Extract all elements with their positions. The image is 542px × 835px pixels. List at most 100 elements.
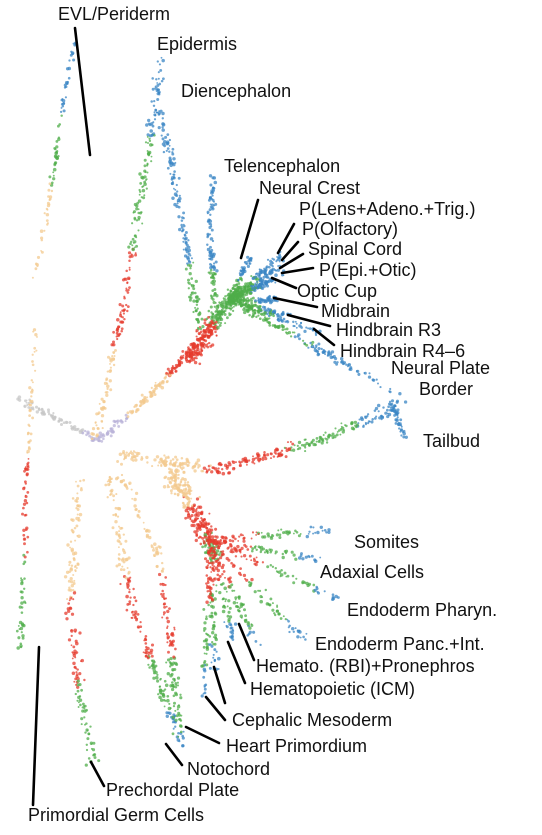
- cell-point: [226, 605, 229, 608]
- cell-point: [175, 714, 179, 718]
- cell-point: [161, 58, 165, 63]
- cell-point: [323, 590, 326, 593]
- cell-point: [77, 701, 80, 704]
- cell-point: [316, 530, 320, 535]
- cell-point: [267, 307, 270, 311]
- cell-point: [395, 418, 399, 423]
- cell-point: [218, 301, 221, 304]
- cell-point: [316, 353, 320, 357]
- cell-point: [266, 258, 270, 261]
- cell-point: [109, 388, 113, 392]
- cell-point: [126, 581, 130, 586]
- leader-midbrain: [272, 296, 319, 309]
- cell-point: [190, 257, 193, 260]
- cell-point: [271, 565, 275, 568]
- cell-point: [209, 539, 213, 543]
- cell-point: [252, 314, 255, 318]
- cell-point: [237, 279, 240, 282]
- cell-point: [181, 484, 185, 487]
- cell-point: [210, 571, 213, 573]
- cell-point: [65, 570, 70, 574]
- cell-point: [164, 597, 168, 600]
- cell-point: [255, 548, 258, 552]
- cell-point: [250, 537, 253, 540]
- cell-point: [286, 441, 290, 444]
- cell-point: [203, 661, 206, 665]
- cell-point: [64, 611, 68, 616]
- cell-point: [214, 612, 218, 616]
- cell-point: [73, 579, 76, 582]
- cell-point: [189, 293, 193, 297]
- cell-point: [98, 431, 103, 435]
- leader-hindbrain-r3: [286, 313, 332, 328]
- cell-point: [223, 621, 226, 624]
- cell-point: [169, 369, 174, 374]
- cell-point: [208, 250, 212, 255]
- cell-point: [306, 583, 310, 588]
- cell-point: [192, 310, 195, 314]
- cell-point: [234, 291, 237, 294]
- cell-point: [118, 303, 122, 307]
- cell-point: [215, 269, 219, 273]
- cell-point: [251, 457, 256, 462]
- cell-point: [264, 318, 268, 322]
- cell-point: [246, 291, 249, 295]
- cell-point: [124, 420, 127, 423]
- cell-point: [401, 430, 405, 434]
- cell-point: [402, 435, 406, 439]
- cell-point: [124, 539, 128, 543]
- cell-point: [300, 326, 303, 329]
- cell-point: [184, 267, 188, 271]
- cell-point: [28, 424, 31, 428]
- cell-point: [120, 473, 124, 477]
- cell-point: [227, 610, 231, 614]
- cell-point: [132, 587, 135, 591]
- cell-point: [34, 267, 38, 271]
- cell-point: [24, 399, 27, 402]
- cell-point: [95, 433, 99, 437]
- cell-point: [178, 196, 182, 201]
- cell-point: [122, 533, 125, 536]
- cell-point: [116, 539, 120, 543]
- cell-point: [321, 439, 325, 443]
- cell-point: [181, 477, 185, 481]
- cell-point: [177, 215, 181, 219]
- cell-point: [220, 313, 224, 316]
- cell-point: [325, 531, 328, 534]
- cell-point: [394, 411, 398, 415]
- cell-point: [187, 245, 191, 249]
- cell-point: [72, 653, 76, 658]
- leader-endoderm-panc: [237, 622, 256, 662]
- cell-point: [162, 485, 167, 489]
- cell-point: [36, 265, 39, 268]
- cell-point: [213, 543, 215, 546]
- cell-point: [290, 449, 293, 452]
- cell-point: [209, 577, 213, 582]
- cell-point: [251, 460, 255, 464]
- cell-point: [198, 350, 201, 353]
- cell-point: [74, 499, 78, 503]
- cell-point: [243, 608, 246, 612]
- cell-point: [108, 369, 112, 374]
- cell-point: [154, 670, 158, 675]
- cell-point: [309, 525, 313, 529]
- cell-point: [304, 555, 308, 559]
- cell-point: [217, 321, 220, 324]
- cell-point: [200, 349, 204, 352]
- cell-point: [180, 714, 183, 717]
- cell-point: [85, 748, 89, 752]
- cell-point: [22, 502, 27, 506]
- cell-point: [276, 605, 279, 608]
- cell-point: [109, 434, 113, 438]
- cell-point: [324, 353, 327, 356]
- cell-point: [177, 205, 181, 209]
- cell-point: [116, 460, 120, 463]
- cell-point: [118, 530, 121, 533]
- cell-point: [355, 370, 358, 373]
- cell-point: [366, 415, 369, 418]
- cell-point: [164, 460, 168, 464]
- cell-point: [218, 323, 222, 327]
- cell-point: [122, 548, 125, 551]
- cell-point: [133, 596, 136, 599]
- cell-point: [161, 126, 164, 129]
